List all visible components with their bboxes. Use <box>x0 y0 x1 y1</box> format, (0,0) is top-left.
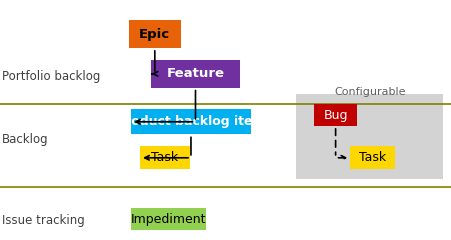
Bar <box>350 146 395 169</box>
Bar <box>151 60 239 88</box>
Bar <box>140 146 189 169</box>
Text: Bug: Bug <box>322 109 347 122</box>
Text: Configurable: Configurable <box>333 87 405 97</box>
Text: Portfolio backlog: Portfolio backlog <box>2 70 101 83</box>
Text: Impediment: Impediment <box>130 212 206 226</box>
Bar <box>313 104 356 126</box>
Bar <box>129 20 180 48</box>
Text: Issue tracking: Issue tracking <box>2 214 85 227</box>
Text: Feature: Feature <box>166 67 224 80</box>
Text: Product backlog item: Product backlog item <box>116 115 265 128</box>
Bar <box>131 109 250 134</box>
Text: Task: Task <box>359 151 386 164</box>
Text: Backlog: Backlog <box>2 133 49 146</box>
Bar <box>131 208 205 230</box>
Text: Task: Task <box>151 151 178 164</box>
Bar <box>295 94 442 179</box>
Text: Epic: Epic <box>139 28 170 41</box>
